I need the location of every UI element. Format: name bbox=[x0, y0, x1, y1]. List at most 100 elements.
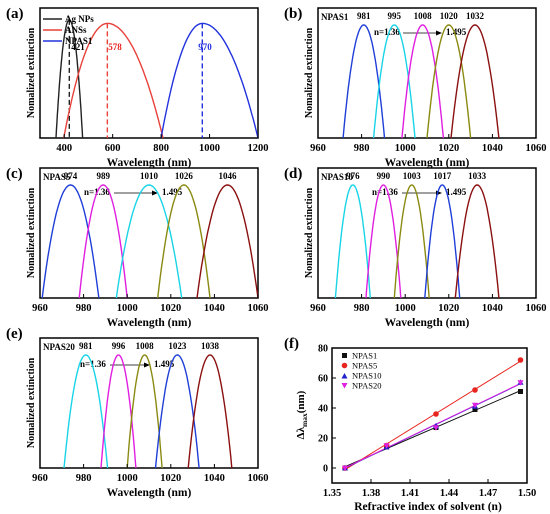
y-tick-label: 60 bbox=[318, 374, 328, 385]
peak-label: 974 bbox=[64, 171, 78, 181]
fit-lines bbox=[344, 360, 521, 471]
x-axis-label: Wavelength (nm) bbox=[107, 317, 192, 329]
spectrum-curve bbox=[450, 24, 500, 139]
arrow-end-label: 1.495 bbox=[162, 187, 183, 197]
x-tick-label: 1020 bbox=[160, 473, 181, 484]
legend-label-npas5: NPAS5 bbox=[352, 361, 377, 371]
x-ticks: 400 600 800 1000 1200 bbox=[56, 134, 269, 154]
data-point bbox=[517, 380, 524, 386]
arrow-head bbox=[144, 362, 150, 368]
spectrum-curve bbox=[393, 184, 430, 299]
x-ticks: 960 980 1000 1020 1040 1060 bbox=[32, 464, 269, 484]
panel-d: (d) NPAS10 n=1.36 1.495 976 990 1003 1017 10… bbox=[284, 166, 547, 329]
x-axis-label: Refractive index of solvent (n) bbox=[354, 501, 502, 513]
spectrum-curve bbox=[401, 24, 445, 139]
panel-letter: (b) bbox=[284, 6, 302, 22]
sample-name: NPAS1 bbox=[321, 12, 349, 22]
spectrum-curve bbox=[365, 184, 402, 299]
plot-frame bbox=[39, 337, 259, 469]
arrow-head bbox=[152, 190, 158, 196]
x-tick-label: 1.38 bbox=[362, 488, 380, 499]
x-tick-label: 1000 bbox=[117, 473, 138, 484]
peak-label-npas1: 970 bbox=[198, 42, 212, 52]
y-axis-label-unit: (nm) bbox=[295, 390, 307, 413]
plot-frame bbox=[317, 167, 537, 299]
x-tick-label: 1000 bbox=[199, 143, 220, 154]
spectrum-curve bbox=[115, 184, 183, 299]
legend-label-anss: ANSs bbox=[65, 25, 87, 35]
x-tick-label: 980 bbox=[76, 303, 92, 314]
x-tick-label: 800 bbox=[153, 143, 169, 154]
x-tick-label: 1.47 bbox=[479, 488, 497, 499]
y-axis-label: Nomalized extinction bbox=[26, 357, 37, 448]
x-tick-label: 1060 bbox=[526, 303, 547, 314]
panel-letter: (a) bbox=[6, 6, 24, 22]
peak-label: 1032 bbox=[466, 11, 485, 21]
curves bbox=[55, 19, 259, 139]
x-tick-label: 1040 bbox=[482, 303, 503, 314]
spectrum-curve bbox=[100, 354, 137, 469]
y-axis-label-sub: max bbox=[300, 413, 309, 427]
data-point bbox=[433, 411, 439, 417]
curves bbox=[41, 184, 259, 299]
peak-label: 1017 bbox=[433, 171, 452, 181]
peak-label: 1008 bbox=[136, 341, 155, 351]
x-tick-label: 960 bbox=[310, 303, 326, 314]
spectrum-curve bbox=[454, 184, 500, 299]
x-axis-label: Wavelength (nm) bbox=[385, 317, 470, 329]
x-tick-label: 1060 bbox=[526, 143, 547, 154]
data-point bbox=[433, 425, 439, 431]
peak-label: 995 bbox=[388, 11, 402, 21]
x-tick-label: 400 bbox=[56, 143, 72, 154]
panel-letter: (c) bbox=[6, 166, 23, 182]
x-tick-label: 960 bbox=[310, 143, 326, 154]
x-tick-label: 1020 bbox=[160, 303, 181, 314]
peak-labels: 976 990 1003 1017 1033 bbox=[346, 171, 487, 181]
curves bbox=[342, 24, 500, 139]
plot-frame bbox=[39, 167, 259, 299]
x-tick-label: 960 bbox=[32, 303, 48, 314]
sample-name: NPAS10 bbox=[321, 172, 353, 182]
x-tick-label: 1060 bbox=[248, 303, 269, 314]
x-tick-label: 1060 bbox=[248, 473, 269, 484]
panel-e: (e) NPAS20 n=1.36 1.495 981 996 1008 1023 10… bbox=[6, 326, 269, 499]
x-ticks: 960 980 1000 1020 1040 1060 bbox=[32, 294, 269, 314]
x-tick-label: 1040 bbox=[204, 303, 225, 314]
x-tick-label: 1.35 bbox=[323, 488, 341, 499]
panel-letter: (d) bbox=[284, 166, 302, 182]
panel-c: (c) NPAS5 n=1.36 1.495 974 989 1010 1026 104… bbox=[6, 166, 269, 329]
peak-label: 981 bbox=[357, 11, 371, 21]
panel-a: (a) Ag NPs ANSs NPAS1 421 578 970 400 600… bbox=[6, 6, 269, 169]
spectrum-curve bbox=[78, 184, 128, 299]
spectrum-curve bbox=[63, 354, 109, 469]
spectrum-curve bbox=[334, 184, 371, 299]
x-axis-label: Wavelength (nm) bbox=[107, 487, 192, 499]
y-axis-label: Nomalized extinction bbox=[26, 27, 37, 118]
arrow-end-label: 1.495 bbox=[446, 27, 467, 37]
legend-marker-npas1 bbox=[342, 353, 347, 358]
y-axis-label: Nomalized extinction bbox=[304, 187, 315, 278]
legend-label-ag-nps: Ag NPs bbox=[65, 14, 94, 24]
fit-line bbox=[344, 383, 521, 469]
x-tick-label: 980 bbox=[354, 303, 370, 314]
legend-label-npas10: NPAS10 bbox=[352, 371, 381, 381]
spectrum-curve bbox=[424, 184, 461, 299]
peak-label: 1033 bbox=[468, 171, 487, 181]
peak-label: 976 bbox=[346, 171, 360, 181]
y-tick-label: 80 bbox=[318, 344, 328, 355]
y-axis-label: Nomalized extinction bbox=[26, 187, 37, 278]
peak-label: 1020 bbox=[440, 11, 459, 21]
x-axis-label: Wavelength (nm) bbox=[107, 157, 192, 169]
y-axis-label: Δλmax(nm) bbox=[295, 390, 309, 439]
spectrum-curve bbox=[157, 184, 211, 299]
data-point bbox=[518, 389, 523, 394]
panel-letter: (e) bbox=[6, 326, 23, 342]
peak-label: 990 bbox=[377, 171, 391, 181]
data-point bbox=[383, 443, 390, 449]
sample-name: NPAS5 bbox=[43, 172, 71, 182]
panel-f: (f) 1.35 1.38 1.41 1.44 1.47 1.50 0 20 40 60 80 NP… bbox=[284, 336, 536, 513]
arrow-start-label: n=1.36 bbox=[374, 27, 400, 37]
peak-label: 981 bbox=[79, 341, 93, 351]
x-tick-label: 1.44 bbox=[440, 488, 459, 499]
data-point bbox=[472, 407, 478, 412]
